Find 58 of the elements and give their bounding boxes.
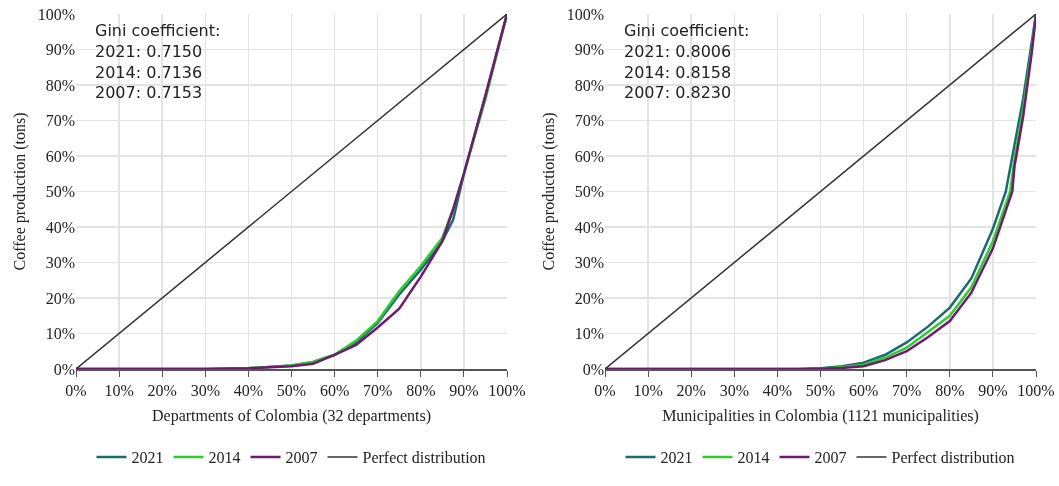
y-axis-title: Coffee production (tons) [10,112,29,271]
y-tick-label: 30% [45,254,75,272]
x-tick-label: 20% [676,381,706,399]
x-tick-label: 40% [233,381,264,399]
y-tick-label: 70% [574,112,604,130]
y-tick-label: 90% [45,41,75,59]
x-tick-label: 90% [978,381,1008,399]
y-tick-label: 80% [574,76,604,94]
legend-label: 2014 [208,449,241,467]
x-tick-label: 80% [406,381,436,399]
y-tick-label: 0% [582,360,604,378]
x-tick-label: 40% [762,381,793,399]
y-tick-label: 50% [45,183,75,201]
annotation: Gini coefficient: 2021: 0.8006 2014: 0.8158 2007: 0.8230 [624,21,750,103]
x-tick-label: 20% [147,381,177,399]
x-tick-label: 100% [1017,381,1055,399]
x-tick-label: 30% [719,381,749,399]
x-axis-title: Departments of Colombia (32 departments) [151,407,432,426]
x-tick-label: 80% [935,381,965,399]
y-tick-label: 20% [45,289,75,307]
y-tick-label: 10% [574,325,604,343]
y-tick-label: 60% [45,147,75,165]
x-axis-title: Municipalities in Colombia (1121 municipalities) [662,407,979,426]
annotation: Gini coefficient: 2021: 0.7150 2014: 0.7136 2007: 0.7153 [95,21,221,103]
x-tick-label: 70% [363,381,393,399]
y-tick-label: 60% [574,147,604,165]
legend-label: 2007 [814,449,847,467]
x-tick-label: 70% [892,381,922,399]
y-tick-label: 50% [574,183,604,201]
legend-label: 2007 [285,449,318,467]
x-tick-label: 10% [633,381,663,399]
x-tick-label: 60% [319,381,350,399]
legend-label: 2014 [737,449,770,467]
legend-label: Perfect distribution [362,449,486,467]
y-tick-label: 80% [45,76,75,94]
y-tick-label: 70% [45,112,75,130]
y-tick-label: 40% [45,218,75,236]
y-tick-label: 30% [574,254,604,272]
y-tick-label: 10% [45,325,75,343]
x-tick-label: 90% [449,381,479,399]
y-tick-label: 90% [574,41,604,59]
x-tick-label: 0% [65,381,87,399]
x-tick-label: 60% [848,381,879,399]
y-tick-label: 40% [574,218,604,236]
y-axis-title: Coffee production (tons) [539,112,558,271]
legend-label: 2021 [131,449,164,467]
y-tick-label: 100% [566,5,604,23]
x-tick-label: 50% [805,381,836,399]
legend-label: Perfect distribution [891,449,1015,467]
x-tick-label: 50% [276,381,307,399]
y-tick-label: 20% [574,289,604,307]
x-tick-label: 100% [488,381,526,399]
x-tick-label: 0% [594,381,616,399]
x-tick-label: 10% [104,381,134,399]
y-tick-label: 100% [37,5,75,23]
y-tick-label: 0% [53,360,75,378]
x-tick-label: 30% [190,381,220,399]
legend-label: 2021 [660,449,693,467]
